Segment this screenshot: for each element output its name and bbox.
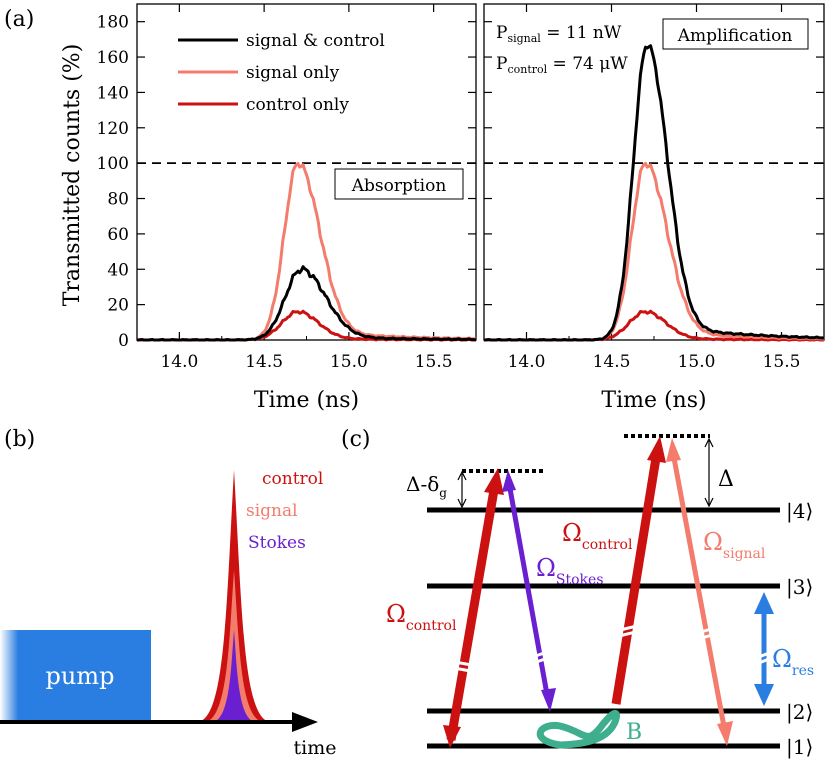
pulse-label-stokes: Stokes xyxy=(248,533,306,553)
stokes-arrow-head-down xyxy=(541,688,556,712)
x-tick-label: 14.0 xyxy=(160,352,198,372)
delta-g-label: Δ-δg xyxy=(406,472,447,500)
signal-break-1 xyxy=(700,624,722,634)
time-arrowhead xyxy=(292,712,318,732)
y-tick-label: 60 xyxy=(107,225,129,245)
omega-stokes-label: ΩStokes xyxy=(536,554,604,588)
omega-res-label: Ωres xyxy=(772,645,814,679)
signal-arrow-head-up xyxy=(666,438,681,462)
pump-pulse xyxy=(0,630,151,722)
x-axis-label: Time (ns) xyxy=(254,388,359,413)
control-arrow-right-head-up xyxy=(647,436,666,463)
x-tick-label: 15.5 xyxy=(763,352,801,372)
signal-arrow-head-down xyxy=(717,721,733,746)
omega-control-left-label: Ωcontrol xyxy=(386,600,457,634)
chart-amplification: 14.0 14.5 15.0 15.5 Time (ns) xyxy=(483,3,825,413)
absorption-box xyxy=(334,168,464,200)
series-control-only xyxy=(136,309,477,342)
y-tick-label: 180 xyxy=(97,13,129,33)
panel-label-c: (c) xyxy=(341,427,371,452)
signal-break-2 xyxy=(701,630,723,640)
omega-signal-label: Ωsignal xyxy=(703,528,766,562)
p-control-label: Pcontrol = 74 μW xyxy=(496,54,628,76)
stokes-break-1 xyxy=(523,651,545,662)
control-arrow-right xyxy=(611,457,661,705)
legend-label-signal-control: signal & control xyxy=(246,31,385,51)
res-break-1 xyxy=(753,649,775,661)
b-field-loop xyxy=(536,710,620,749)
panel-label-b: (b) xyxy=(4,427,35,452)
stokes-arrow-head-up xyxy=(502,470,516,492)
y-tick-label: 40 xyxy=(107,260,129,280)
stokes-arrow xyxy=(506,482,551,701)
pump-label: pump xyxy=(46,662,115,690)
control-arrow-left-head-down xyxy=(443,725,461,748)
control-right-break-1 xyxy=(619,623,642,632)
x-tick-label: 15.5 xyxy=(415,352,453,372)
delta-label: Δ xyxy=(718,467,734,492)
pulse-label-signal: signal xyxy=(246,501,298,521)
amplification-label: Amplification xyxy=(677,26,793,46)
delta-g-arrow-down xyxy=(457,498,467,509)
stokes-break-2 xyxy=(524,657,546,668)
control-right-break-2 xyxy=(618,629,641,638)
series-signal-control xyxy=(483,44,825,342)
delta-arrow-up xyxy=(704,437,714,448)
res-break-2 xyxy=(753,655,775,667)
x-tick-label: 14.0 xyxy=(508,352,546,372)
amplification-box xyxy=(662,18,809,50)
omega-control-right-label: Ωcontrol xyxy=(562,519,633,553)
legend: signal & control signal only control onl… xyxy=(178,31,385,115)
time-label: time xyxy=(294,737,337,759)
level-2-label: |2⟩ xyxy=(786,700,813,725)
x-tick-label: 14.5 xyxy=(593,352,631,372)
control-arrow-left-head-up xyxy=(484,468,504,495)
legend-label-signal-only: signal only xyxy=(246,63,340,83)
x-tick-label: 15.0 xyxy=(678,352,716,372)
legend-label-control-only: control only xyxy=(246,95,349,115)
y-tick-label: 160 xyxy=(97,48,129,68)
level-1-label: |1⟩ xyxy=(786,735,813,760)
y-tick-label: 100 xyxy=(97,154,129,174)
p-signal-label: Psignal = 11 nW xyxy=(496,23,622,45)
x-tick-label: 15.0 xyxy=(330,352,368,372)
y-axis-label: Transmitted counts (%) xyxy=(60,44,85,307)
control-break-1 xyxy=(454,660,478,668)
control-break-2 xyxy=(453,666,477,674)
b-field-label: B xyxy=(626,720,642,745)
res-arrow-head-down xyxy=(754,684,774,706)
absorption-label: Absorption xyxy=(351,176,447,196)
y-tick-label: 120 xyxy=(97,119,129,139)
delta-arrow-down xyxy=(704,497,714,508)
pulse-label-control: control xyxy=(262,469,323,489)
control-arrow-left xyxy=(446,489,499,741)
x-tick-label: 14.5 xyxy=(245,352,283,372)
y-tick-label: 140 xyxy=(97,83,129,103)
level-4-label: |4⟩ xyxy=(786,499,813,524)
panel-label-a: (a) xyxy=(4,7,34,32)
chart-absorption: 14.0 14.5 15.0 15.5 0 20 40 60 80 100 120 140 160 180… xyxy=(97,3,477,413)
x-axis-label: Time (ns) xyxy=(601,388,706,413)
level-3-label: |3⟩ xyxy=(786,575,813,600)
stokes-pulse xyxy=(214,630,254,722)
delta-g-arrow-up xyxy=(457,470,467,481)
y-tick-label: 0 xyxy=(118,331,129,351)
y-tick-label: 20 xyxy=(107,296,129,316)
signal-arrow xyxy=(671,457,728,733)
res-arrow-head-up xyxy=(754,592,774,614)
y-tick-label: 80 xyxy=(107,190,129,210)
series-signal-control xyxy=(136,265,477,342)
